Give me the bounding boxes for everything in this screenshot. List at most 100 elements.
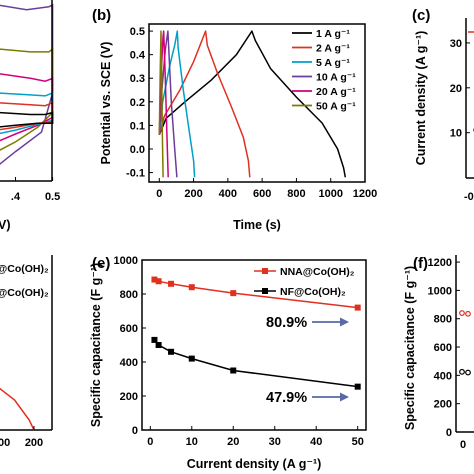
panel-b-x-tick-label-400: 400 — [219, 188, 237, 200]
panel-a-tick-label-0: .4 — [11, 191, 21, 203]
panel-e-point-nna-co-oh-10 — [188, 284, 195, 291]
panel-b-series-2-a-g — [158, 30, 251, 178]
panel-e-annotation-nna: 80.9% — [266, 315, 307, 331]
panel-d-legend-2: @Co(OH)₂ — [0, 287, 49, 299]
panel-e-legend-label-nf-co-oh: NF@Co(OH)₂ — [280, 286, 346, 298]
panel-b-x-tick-label-1200: 1200 — [353, 188, 377, 200]
panel-b-y-tick-label-1: 0.0 — [130, 144, 145, 156]
panel-e: (e) 0 10 20 30 40 50 0 200 400 600 800 1000 Current… — [89, 255, 367, 471]
panel-b-legend-label-10-a-g: 10 A g⁻¹ — [316, 72, 356, 84]
panel-e-x-tick-label-40: 40 — [310, 436, 322, 448]
panel-d-tick-label-200: 200 — [25, 437, 43, 449]
panel-f-point-f-red-1 — [465, 310, 471, 317]
panel-e-point-nna-co-oh-50 — [354, 304, 361, 311]
panel-a-xlabel: V) — [0, 218, 11, 232]
panel-a-ticks: .4 0.5 — [11, 177, 60, 203]
panel-b-y-tick-label-0: -0.1 — [126, 168, 145, 180]
panel-b-legend-label-1-a-g: 1 A g⁻¹ — [316, 28, 350, 40]
panel-b-y-tick-label-6: 0.5 — [130, 26, 145, 38]
panel-e-point-nf-co-oh-10 — [188, 355, 195, 362]
panel-b-y-tick-label-2: 0.1 — [130, 120, 145, 132]
panel-b-legend-label-2-a-g: 2 A g⁻¹ — [316, 43, 350, 55]
panel-f-point-f-black-1 — [465, 369, 471, 376]
panel-f-y-tick-label-1000: 1000 — [428, 285, 452, 297]
panel-e-x-tick-label-10: 10 — [186, 436, 198, 448]
panel-b-x-tick-label-600: 600 — [253, 188, 271, 200]
panel-d-series-d-red — [0, 387, 35, 431]
panel-e-ticks: 0 10 20 30 40 50 0 200 400 600 800 1000 — [114, 255, 364, 448]
panel-e-point-nna-co-oh-20 — [230, 290, 237, 297]
panel-f-y-tick-label-600: 600 — [434, 342, 452, 354]
panel-e-plot-frame — [141, 259, 367, 431]
panel-e-y-tick-label-200: 200 — [120, 391, 138, 403]
panel-b-legend: 1 A g⁻¹ 2 A g⁻¹ 5 A g⁻¹ 10 A g⁻¹ 20 A g⁻¹ 50 … — [292, 28, 356, 113]
panel-f-x-tick-label: 0 — [460, 439, 466, 451]
panel-e-y-tick-label-0: 0 — [132, 425, 138, 437]
panel-c-y-tick-label-30: 30 — [450, 38, 462, 50]
panel-b-x-tick-label-800: 800 — [287, 188, 305, 200]
panel-a-series-s1 — [0, 3, 54, 165]
panel-b-plot-frame — [148, 23, 366, 183]
panel-b-x-tick-label-200: 200 — [184, 188, 202, 200]
panel-e-x-tick-label-30: 30 — [269, 436, 281, 448]
panel-e-xlabel: Current density (A g⁻¹) — [187, 457, 322, 471]
panel-e-legend: NNA@Co(OH)₂ NF@Co(OH)₂ — [254, 266, 355, 298]
panel-f-point-f-black-0 — [459, 368, 465, 375]
panel-d: 00 200 @Co(OH)₂ @Co(OH)₂ — [0, 255, 53, 449]
panel-f-series — [459, 310, 471, 376]
panel-e-point-nf-co-oh-50 — [354, 383, 361, 390]
panel-c: (c) 10 20 30 -0 Current density (A g⁻¹) — [412, 7, 474, 203]
panel-a-series — [0, 3, 54, 165]
panel-a-series-s2 — [0, 47, 54, 151]
panel-b-legend-label-5-a-g: 5 A g⁻¹ — [316, 57, 350, 69]
panel-e-label: (e) — [92, 255, 110, 272]
panel-b-legend-label-20-a-g: 20 A g⁻¹ — [316, 86, 356, 98]
panel-b-x-tick-label-0: 0 — [156, 188, 162, 200]
panel-e-arrow-nna — [312, 317, 349, 327]
panel-e-point-nf-co-oh-5 — [168, 348, 175, 355]
panel-e-x-tick-label-50: 50 — [352, 436, 364, 448]
panel-e-legend-label-nna-co-oh: NNA@Co(OH)₂ — [280, 266, 355, 278]
panel-b-xlabel: Time (s) — [233, 218, 281, 232]
panel-b-legend-label-50-a-g: 50 A g⁻¹ — [316, 101, 356, 113]
panel-e-y-tick-label-800: 800 — [120, 289, 138, 301]
panel-b-series-50-a-g — [158, 30, 164, 178]
panel-e-legend-marker-nf-co-oh — [262, 288, 268, 294]
panel-e-point-nna-co-oh-1 — [151, 276, 158, 283]
panel-b-ylabel: Potential vs. SCE (V) — [99, 42, 113, 165]
panel-f-ticks: 0 200 400 600 800 1000 1200 0 — [428, 257, 467, 451]
panel-e-point-nna-co-oh-2 — [155, 278, 162, 285]
panel-e-x-tick-label-20: 20 — [227, 436, 239, 448]
panel-f-label: (f) — [413, 255, 428, 272]
panel-f-y-tick-label-200: 200 — [434, 399, 452, 411]
panel-b-label: (b) — [92, 7, 111, 24]
panel-c-ylabel: Current density (A g⁻¹) — [414, 31, 428, 166]
panel-e-line-nf-co-oh — [153, 339, 358, 388]
panel-e-arrow-nf — [312, 392, 349, 402]
panel-c-y-tick-label-10: 10 — [450, 128, 462, 140]
panel-e-series — [151, 276, 361, 390]
panel-d-series — [0, 387, 35, 431]
panel-c-ticks: 10 20 30 -0 — [450, 38, 474, 203]
panel-e-legend-marker-nna-co-oh — [262, 268, 268, 274]
panel-e-y-tick-label-400: 400 — [120, 357, 138, 369]
panel-e-y-tick-label-1000: 1000 — [114, 255, 138, 267]
panel-e-point-nna-co-oh-5 — [168, 280, 175, 287]
panel-a-tick-label-1: 0.5 — [45, 191, 60, 203]
panel-d-tick-label-0: 00 — [0, 437, 10, 449]
panel-a: .4 0.5 V) — [0, 0, 60, 232]
panel-e-point-nf-co-oh-1 — [151, 336, 158, 343]
panel-e-y-tick-label-600: 600 — [120, 323, 138, 335]
panel-e-point-nf-co-oh-2 — [155, 342, 162, 348]
panel-b-y-tick-label-3: 0.2 — [130, 97, 145, 109]
panel-e-annotation-nf: 47.9% — [266, 390, 307, 406]
panel-b: (b) 0 200 400 600 800 1000 1200 -0.1 0.0 0.1 0.2 0.… — [92, 7, 377, 232]
panel-e-x-tick-label-0: 0 — [147, 436, 153, 448]
panel-f-y-tick-label-400: 400 — [434, 370, 452, 382]
panel-b-x-tick-label-1000: 1000 — [318, 188, 342, 200]
panel-b-series-20-a-g — [158, 30, 169, 178]
panel-d-legend-1: @Co(OH)₂ — [0, 263, 49, 275]
panel-f-y-tick-label-0: 0 — [446, 427, 452, 439]
panel-c-label: (c) — [412, 7, 430, 24]
panel-c-y-tick-label-20: 20 — [450, 83, 462, 95]
